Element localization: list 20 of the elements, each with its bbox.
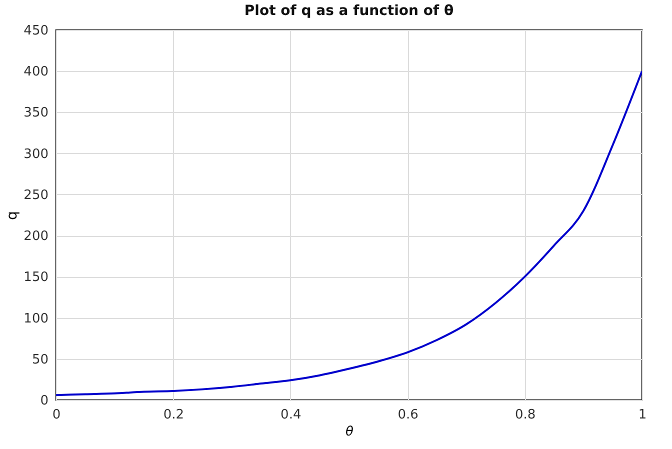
chart-title: Plot of q as a function of θ (244, 3, 454, 19)
y-tick-label: 350 (24, 106, 48, 121)
x-tick-label: 0.2 (163, 408, 184, 422)
x-axis-title: θ (346, 424, 354, 440)
x-tick-label: 0.4 (280, 408, 302, 422)
x-tick-label: 0.6 (398, 408, 418, 422)
y-axis-title: q (4, 211, 21, 220)
y-tick-label: 450 (24, 24, 48, 38)
x-tick-label: 0 (52, 408, 61, 422)
y-tick-label: 250 (24, 188, 48, 203)
y-tick-label: 50 (32, 352, 48, 368)
y-tick-label: 400 (24, 64, 48, 80)
y-tick-label: 0 (40, 394, 48, 408)
y-tick-label: 100 (24, 311, 48, 326)
x-tick-label: 1 (638, 408, 647, 422)
y-tick-label: 150 (24, 270, 48, 286)
line-series (56, 70, 642, 396)
x-tick-label: 0.8 (514, 408, 536, 422)
y-tick-label: 300 (24, 146, 48, 162)
y-tick-label: 200 (24, 229, 48, 244)
